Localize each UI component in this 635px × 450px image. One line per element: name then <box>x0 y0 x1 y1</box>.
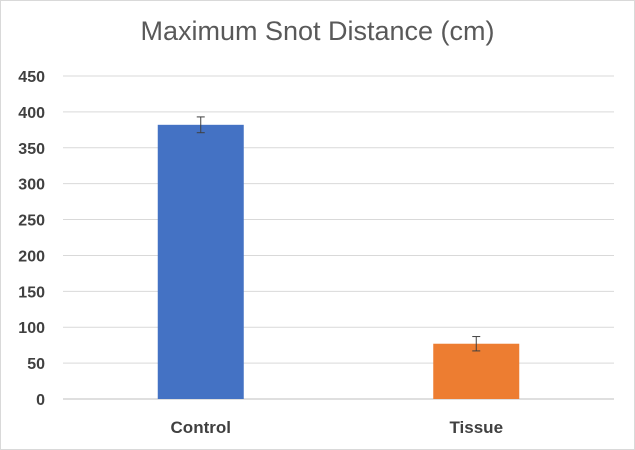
y-tick-label: 50 <box>27 356 45 373</box>
bar-control <box>157 124 244 399</box>
y-tick-label: 0 <box>36 392 45 409</box>
y-tick-label: 200 <box>18 248 45 265</box>
x-tick-label: Control <box>171 418 231 437</box>
y-tick-label: 450 <box>18 69 45 86</box>
y-tick-label: 300 <box>18 177 45 194</box>
y-tick-label: 100 <box>18 320 45 337</box>
chart-title: Maximum Snot Distance (cm) <box>140 16 495 46</box>
bar-tissue <box>433 343 520 399</box>
y-tick-label: 150 <box>18 284 45 301</box>
y-tick-label: 350 <box>18 141 45 158</box>
y-tick-label: 400 <box>18 105 45 122</box>
x-tick-label: Tissue <box>449 418 503 437</box>
y-tick-label: 250 <box>18 213 45 230</box>
